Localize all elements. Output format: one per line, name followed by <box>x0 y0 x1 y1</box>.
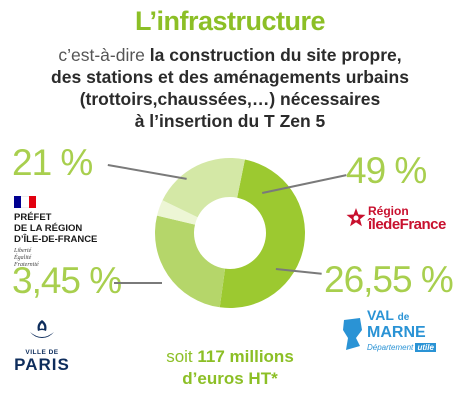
prefet-line2: DE LA RÉGION <box>14 223 83 234</box>
total-amount: soit 117 millions d’euros HT* <box>140 346 320 390</box>
french-flag-icon <box>14 196 36 208</box>
subtitle-line4: à l’insertion du T Zen 5 <box>134 111 326 131</box>
region-top-text: Région <box>368 204 409 218</box>
leader-line-paris <box>114 282 162 284</box>
subtitle: c’est-à-dire la construction du site pro… <box>20 44 440 132</box>
data-label-region: 49 % <box>346 150 427 191</box>
vdm-line1b: de <box>397 312 410 323</box>
segment-valdemarne <box>155 215 226 308</box>
prefet-line1: PRÉFET <box>14 212 52 223</box>
vdm-tag: Département <box>367 343 414 352</box>
vdm-line2: MARNE <box>367 324 426 341</box>
prefet-motto: Liberté Égalité Fraternité <box>14 248 144 269</box>
paris-logo: VILLE DE PARIS <box>12 318 72 374</box>
subtitle-line2: des stations et des aménagements urbains <box>51 67 409 87</box>
data-label-paris: 3,45 % <box>12 260 122 301</box>
data-label-prefet: 21 % <box>12 142 93 183</box>
star-icon <box>346 208 366 227</box>
page-title: L’infrastructure <box>134 6 326 36</box>
segment-prefet <box>162 158 245 218</box>
paris-big-text: PARIS <box>14 355 70 374</box>
region-bottom-text: îledeFrance <box>368 216 446 233</box>
map-icon <box>343 318 362 350</box>
prefet-line3: D’ÎLE-DE-FRANCE <box>14 234 98 245</box>
segment-region <box>219 159 305 308</box>
vdm-line1: VAL <box>367 307 394 323</box>
total-prefix: soit <box>166 347 198 366</box>
ship-icon <box>30 320 54 338</box>
prefet-logo: PRÉFET DE LA RÉGION D’ÎLE-DE-FRANCE Libe… <box>14 196 144 269</box>
motto-egalite: Égalité <box>14 255 32 261</box>
valdemarne-logo: VAL de MARNE Département utile <box>342 306 454 352</box>
data-label-valdemarne: 26,55 % <box>324 259 454 300</box>
subtitle-line1: la construction du site propre, <box>149 45 402 65</box>
paris-small-text: VILLE DE <box>25 349 59 356</box>
vdm-tag-bold: utile <box>415 343 436 352</box>
subtitle-line3: (trottoirs,chaussées,…) nécessaires <box>79 89 381 109</box>
segment-paris <box>157 200 198 225</box>
donut-chart <box>155 158 305 308</box>
region-logo: Région îledeFrance <box>346 205 456 232</box>
total-line2: d’euros HT* <box>182 369 278 388</box>
motto-liberte: Liberté <box>14 248 32 254</box>
total-amount-value: 117 millions <box>197 347 294 366</box>
motto-fraternite: Fraternité <box>14 262 39 268</box>
subtitle-intro: c’est-à-dire <box>58 45 150 65</box>
